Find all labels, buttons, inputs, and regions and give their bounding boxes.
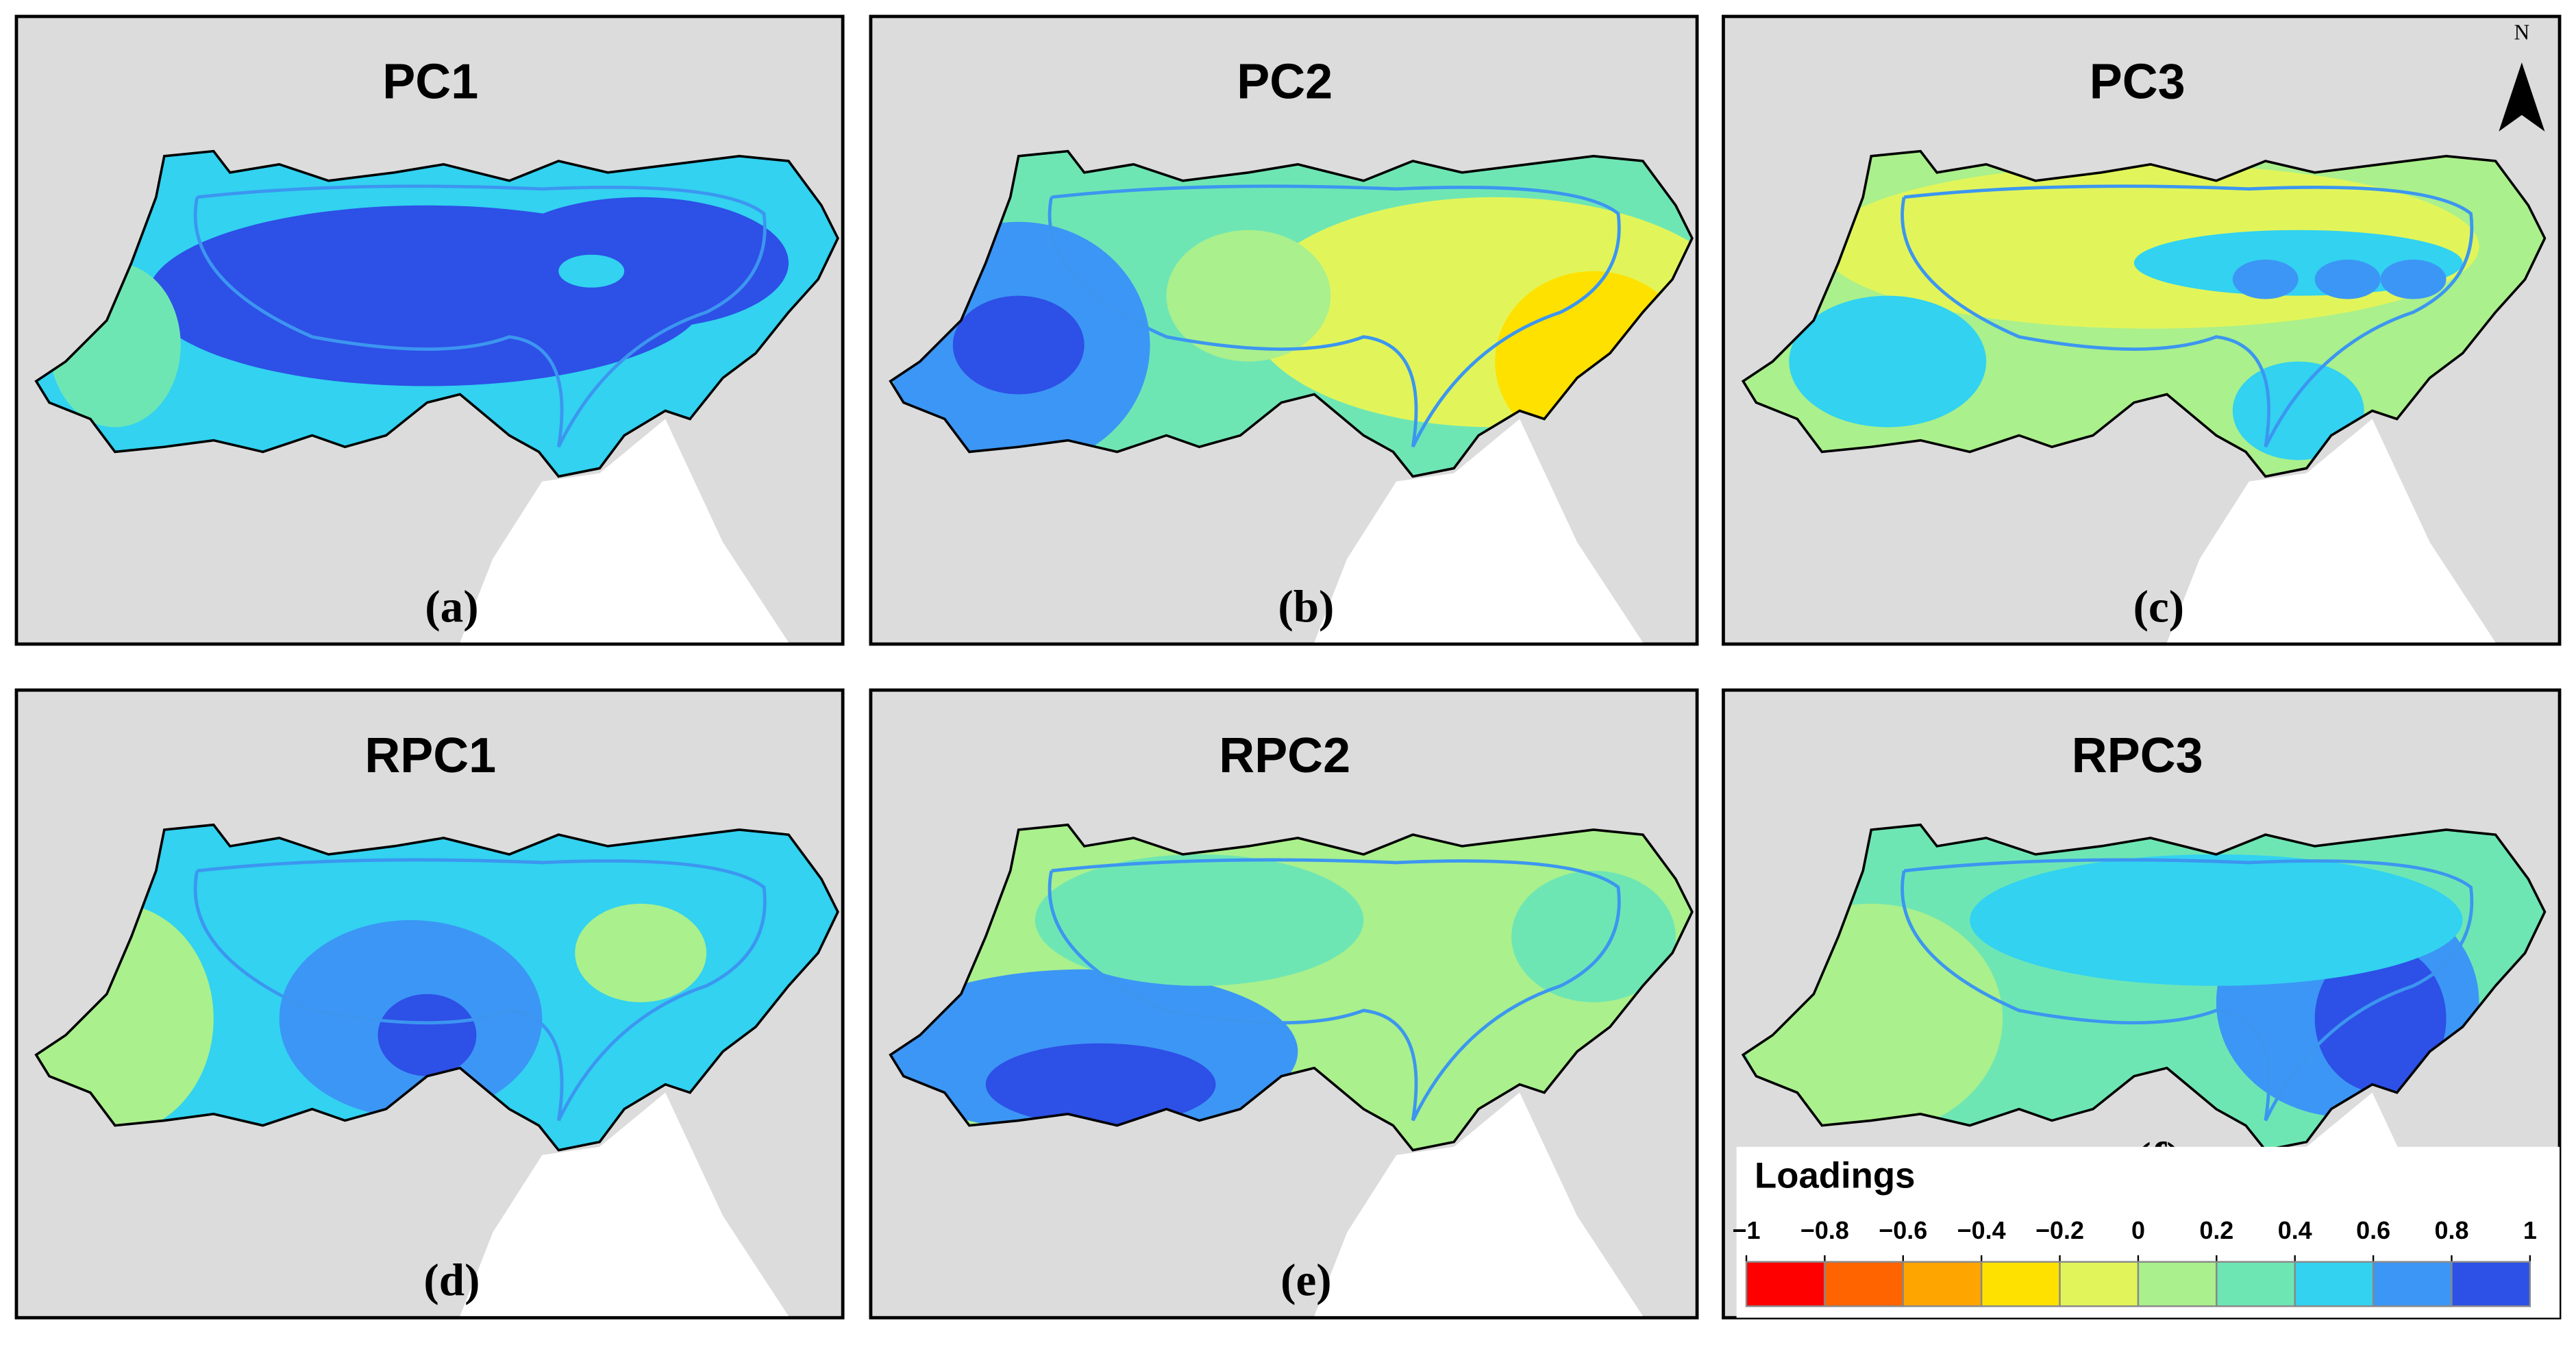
panel-label: (c) bbox=[2133, 580, 2185, 632]
loading-zone bbox=[377, 994, 477, 1076]
legend-swatch bbox=[2216, 1261, 2296, 1307]
ocean bbox=[460, 1092, 789, 1316]
legend-swatch bbox=[2059, 1261, 2140, 1307]
panel-title: RPC3 bbox=[2072, 728, 2203, 783]
legend-tick-label: −0.4 bbox=[1957, 1216, 2006, 1244]
legend-swatch bbox=[2294, 1261, 2375, 1307]
map-panel: RPC2 (e) bbox=[869, 688, 1699, 1320]
loading-zone bbox=[575, 903, 707, 1002]
river bbox=[1048, 858, 1621, 1122]
legend-tick-label: −1 bbox=[1733, 1216, 1761, 1244]
river bbox=[1900, 184, 2474, 448]
legend-tick-label: 0 bbox=[2131, 1216, 2145, 1244]
panel-label: (e) bbox=[1280, 1255, 1332, 1306]
panel-label: (a) bbox=[425, 580, 478, 632]
loading-zone bbox=[2314, 259, 2381, 299]
river bbox=[193, 858, 767, 1122]
ocean bbox=[460, 419, 789, 643]
north-arrow bbox=[2499, 62, 2545, 132]
legend-swatch bbox=[2372, 1261, 2453, 1307]
legend-tick-label: −0.6 bbox=[1879, 1216, 1927, 1244]
legend-swatch bbox=[2451, 1261, 2531, 1307]
loading-zone bbox=[1970, 854, 2463, 986]
legend-swatch bbox=[1824, 1261, 1904, 1307]
river bbox=[1900, 858, 2474, 1122]
legend-swatch bbox=[2137, 1261, 2218, 1307]
map-panel: RPC1 (d) bbox=[14, 688, 845, 1320]
legend-tick-label: 1 bbox=[2523, 1216, 2537, 1244]
river bbox=[193, 184, 767, 448]
legend-tick-label: 0.4 bbox=[2278, 1216, 2312, 1244]
panel-title: PC3 bbox=[2090, 55, 2185, 110]
loading-zone bbox=[985, 1043, 1216, 1126]
legend-swatch bbox=[1980, 1261, 2061, 1307]
loading-zones bbox=[49, 197, 789, 428]
panel-label: (b) bbox=[1278, 580, 1334, 632]
ocean bbox=[1314, 419, 1643, 643]
map-panel: PC2 (b) bbox=[869, 14, 1699, 646]
ocean bbox=[1314, 1092, 1643, 1316]
loading-zone bbox=[952, 295, 1085, 395]
legend-tick-label: −0.8 bbox=[1800, 1216, 1849, 1244]
legend-tick-label: 0.8 bbox=[2434, 1216, 2468, 1244]
loading-zone bbox=[2380, 259, 2447, 299]
legend-tick-label: 0.6 bbox=[2356, 1216, 2390, 1244]
loading-zone bbox=[1789, 295, 1987, 428]
map-panel: PC1 (a) bbox=[14, 14, 845, 646]
loading-zone bbox=[1511, 870, 1676, 1002]
loading-zone bbox=[558, 254, 625, 288]
legend-tick-label: −0.2 bbox=[2035, 1216, 2084, 1244]
loading-zone bbox=[2314, 944, 2447, 1093]
panel-title: PC1 bbox=[382, 55, 478, 110]
legend-title: Loadings bbox=[1755, 1155, 1915, 1196]
river bbox=[1048, 184, 1621, 448]
loading-zones bbox=[1789, 164, 2479, 460]
legend-swatch bbox=[1902, 1261, 1983, 1307]
panel-title: PC2 bbox=[1237, 55, 1333, 110]
loading-zone bbox=[493, 197, 789, 329]
loading-zone bbox=[1166, 230, 1331, 362]
panel-label: (d) bbox=[423, 1255, 480, 1306]
loading-zone bbox=[1035, 854, 1364, 986]
loading-zone bbox=[2232, 259, 2299, 299]
loading-zones bbox=[890, 854, 1676, 1134]
legend-tick-label: 0.2 bbox=[2199, 1216, 2233, 1244]
panel-title: RPC2 bbox=[1219, 728, 1350, 783]
map-panel: PC3 (c) bbox=[1722, 14, 2562, 646]
ocean bbox=[2166, 419, 2496, 643]
legend: Loadings −1 −0.8 −0.6 −0.4 −0.2 0 0.2 0.4 0.6 0.8 1 bbox=[1733, 1146, 2560, 1318]
north-label: N bbox=[2514, 21, 2530, 45]
legend-swatch bbox=[1745, 1261, 1826, 1307]
panel-title: RPC1 bbox=[364, 728, 496, 783]
